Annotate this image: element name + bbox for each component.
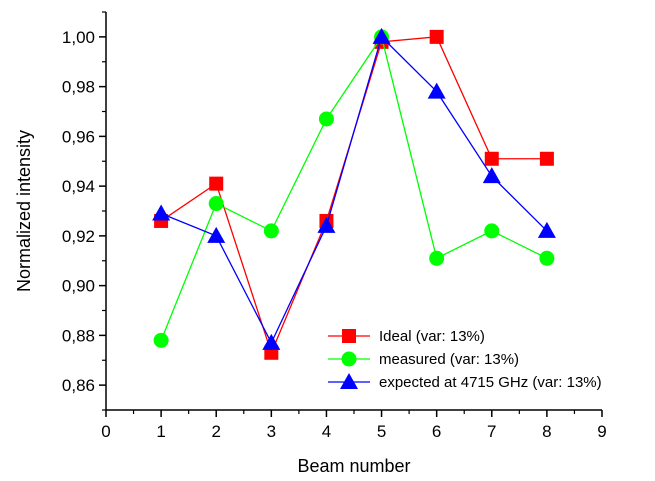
series-line bbox=[160, 36, 547, 355]
x-tick-label: 0 bbox=[101, 422, 110, 441]
data-point bbox=[317, 216, 336, 233]
data-point bbox=[262, 333, 281, 350]
x-tick-label: 1 bbox=[156, 422, 165, 441]
data-point bbox=[207, 226, 226, 243]
series-line bbox=[160, 35, 548, 345]
series-triangle bbox=[152, 27, 556, 350]
legend-marker bbox=[342, 329, 356, 343]
data-point bbox=[429, 29, 444, 44]
y-tick-label: 0,92 bbox=[62, 227, 95, 246]
y-tick-label: 0,94 bbox=[62, 177, 95, 196]
x-tick-label: 4 bbox=[322, 422, 331, 441]
x-tick-label: 5 bbox=[377, 422, 386, 441]
legend: Ideal (var: 13%) measured (var: 13%) expec… bbox=[328, 328, 602, 391]
data-point bbox=[482, 167, 501, 184]
series-square bbox=[154, 29, 554, 360]
x-tick-label: 9 bbox=[597, 422, 606, 441]
x-axis-label: Beam number bbox=[297, 456, 410, 476]
legend-label: expected at 4715 GHz (var: 13%) bbox=[379, 374, 602, 391]
legend-marker bbox=[340, 373, 358, 389]
legend-label: measured (var: 13%) bbox=[379, 351, 519, 368]
y-tick-label: 0,88 bbox=[62, 326, 95, 345]
data-point bbox=[208, 196, 224, 212]
legend-item: measured (var: 13%) bbox=[328, 351, 519, 368]
legend-item: Ideal (var: 13%) bbox=[328, 328, 485, 345]
y-tick-label: 0,90 bbox=[62, 277, 95, 296]
y-tick-label: 1,00 bbox=[62, 28, 95, 47]
x-tick-label: 2 bbox=[211, 422, 220, 441]
x-tick-label: 6 bbox=[432, 422, 441, 441]
data-point bbox=[484, 151, 499, 166]
y-axis-label: Normalized intensity bbox=[14, 130, 34, 292]
data-point bbox=[318, 111, 334, 127]
data-point bbox=[263, 223, 279, 239]
x-axis-ticks: 0 1 2 3 4 5 6 7 8 9 bbox=[101, 410, 607, 441]
y-axis-ticks: 0,86 0,88 0,90 0,92 0,94 0,96 0,98 1,00 bbox=[62, 11, 106, 411]
y-tick-label: 0,96 bbox=[62, 127, 95, 146]
y-tick-label: 0,86 bbox=[62, 376, 95, 395]
data-point bbox=[372, 27, 391, 44]
series-layer bbox=[152, 27, 556, 360]
data-point bbox=[539, 250, 555, 266]
series-circle bbox=[153, 29, 555, 348]
data-point bbox=[427, 82, 446, 99]
data-point bbox=[537, 221, 556, 238]
legend-marker bbox=[341, 351, 357, 367]
y-tick-label: 0,98 bbox=[62, 78, 95, 97]
legend-item: expected at 4715 GHz (var: 13%) bbox=[328, 373, 602, 391]
legend-label: Ideal (var: 13%) bbox=[379, 328, 485, 345]
data-point bbox=[429, 250, 445, 266]
data-point bbox=[209, 176, 224, 191]
x-tick-label: 7 bbox=[487, 422, 496, 441]
data-point bbox=[152, 204, 171, 221]
data-point bbox=[539, 151, 554, 166]
x-tick-label: 3 bbox=[267, 422, 276, 441]
data-point bbox=[484, 223, 500, 239]
data-point bbox=[153, 332, 169, 348]
series-line bbox=[160, 35, 548, 341]
x-tick-label: 8 bbox=[542, 422, 551, 441]
